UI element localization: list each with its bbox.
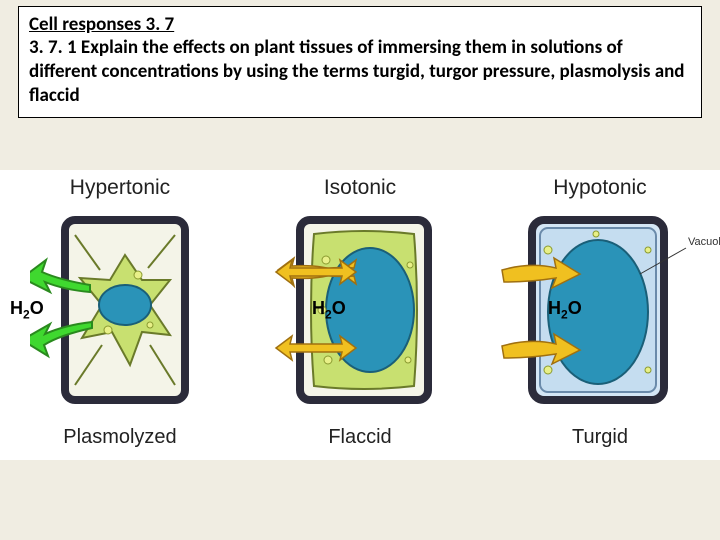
diagram-column-isotonic: Isotonic: [240, 170, 480, 460]
header-body: 3. 7. 1 Explain the effects on plant tis…: [29, 36, 691, 107]
organelle: [407, 262, 413, 268]
cell-hypotonic: H2O Vacuole: [510, 210, 690, 410]
column-top-label: Hypertonic: [0, 176, 240, 200]
column-top-label: Hypotonic: [480, 176, 720, 200]
organelle: [645, 247, 651, 253]
column-bottom-label: Turgid: [480, 426, 720, 449]
organelle: [134, 271, 142, 279]
organelle: [544, 366, 552, 374]
cell-svg: [270, 210, 450, 410]
column-bottom-label: Plasmolyzed: [0, 426, 240, 449]
organelle: [544, 246, 552, 254]
column-bottom-label: Flaccid: [240, 426, 480, 449]
organelle: [322, 256, 330, 264]
organelle: [645, 367, 651, 373]
diagram-strip: Hypertonic: [0, 170, 720, 460]
cell-svg: [30, 210, 210, 410]
cell-hypertonic: H2O: [30, 210, 210, 410]
organelle: [324, 356, 332, 364]
diagram-column-hypotonic: Hypotonic: [480, 170, 720, 460]
organelle: [593, 231, 599, 237]
organelle: [147, 322, 153, 328]
h2o-label: H2O: [10, 298, 44, 322]
vacuole: [99, 285, 151, 325]
vacuole-callout-label: Vacuole: [688, 236, 720, 248]
column-top-label: Isotonic: [240, 176, 480, 200]
header-title: Cell responses 3. 7: [29, 13, 691, 36]
diagram-column-hypertonic: Hypertonic: [0, 170, 240, 460]
cell-svg: [500, 210, 700, 410]
header-box: Cell responses 3. 7 3. 7. 1 Explain the …: [18, 6, 702, 118]
organelle: [104, 326, 112, 334]
cell-isotonic: H2O: [270, 210, 450, 410]
organelle: [405, 357, 411, 363]
h2o-label: H2O: [312, 298, 346, 322]
h2o-label: H2O: [548, 298, 582, 322]
